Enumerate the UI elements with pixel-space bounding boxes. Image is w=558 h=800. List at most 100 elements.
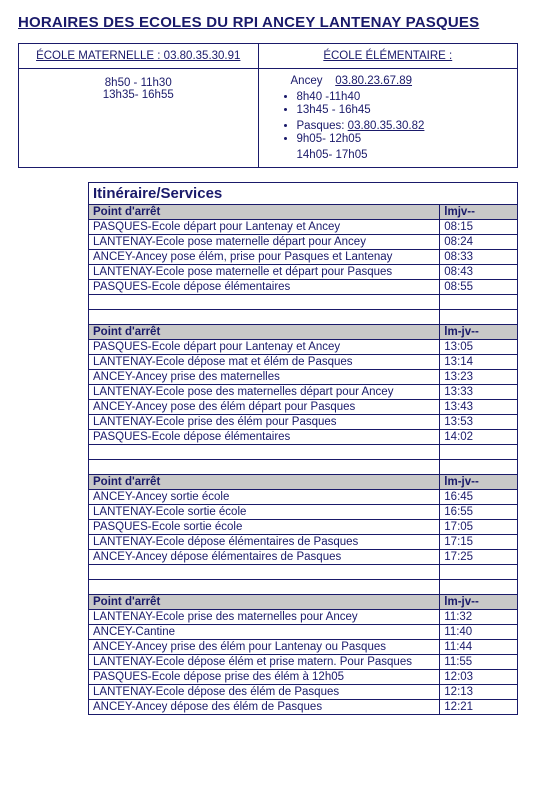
stop-cell: PASQUES-Ecole départ pour Lantenay et An… [89,340,440,355]
page-title: HORAIRES DES ECOLES DU RPI ANCEY LANTENA… [18,14,540,31]
ancey-label: Ancey [291,75,323,87]
table-row: PASQUES-Ecole départ pour Lantenay et An… [89,220,518,235]
time-cell: 12:21 [440,700,518,715]
days-header: lmjv-- [440,205,518,220]
table-row: ANCEY-Ancey pose des élém départ pour Pa… [89,400,518,415]
time-cell: 08:55 [440,280,518,295]
maternelle-header: ÉCOLE MATERNELLE : 03.80.35.30.91 [36,50,240,62]
table-row: PASQUES-Ecole sortie école17:05 [89,520,518,535]
time-cell: 08:24 [440,235,518,250]
time-cell: 11:40 [440,625,518,640]
stop-header: Point d'arrêt [89,325,440,340]
itinerary-section-header: Point d'arrêtlm-jv-- [89,325,518,340]
time-cell: 08:15 [440,220,518,235]
days-header: lm-jv-- [440,475,518,490]
time-cell: 14:02 [440,430,518,445]
stop-cell: LANTENAY-Ecole pose maternelle et départ… [89,265,440,280]
days-header: lm-jv-- [440,325,518,340]
time-cell: 16:55 [440,505,518,520]
table-row: ANCEY-Ancey pose élém, prise pour Pasque… [89,250,518,265]
stop-cell: PASQUES-Ecole dépose élémentaires [89,430,440,445]
table-row: LANTENAY-Ecole dépose élémentaires de Pa… [89,535,518,550]
ancey-time-1: 8h40 -11h40 [297,91,507,103]
itinerary-title: Itinéraire/Services [88,182,518,204]
ancey-phone: 03.80.23.67.89 [335,75,412,87]
stop-cell: LANTENAY-Ecole sortie école [89,505,440,520]
table-row: LANTENAY-Ecole pose des maternelles dépa… [89,385,518,400]
time-cell: 11:55 [440,655,518,670]
days-header: lm-jv-- [440,595,518,610]
table-row: LANTENAY-Ecole sortie école16:55 [89,505,518,520]
time-cell: 12:13 [440,685,518,700]
time-cell: 12:03 [440,670,518,685]
table-row: LANTENAY-Ecole dépose élém et prise mate… [89,655,518,670]
pasques-phone: 03.80.35.30.82 [348,120,425,132]
table-row: LANTENAY-Ecole dépose mat et élém de Pas… [89,355,518,370]
spacer-row [89,445,518,460]
maternelle-time-1: 8h50 - 11h30 [29,77,248,89]
time-cell: 11:44 [440,640,518,655]
pasques-label-line: Pasques: 03.80.35.30.82 [297,120,507,132]
stop-header: Point d'arrêt [89,205,440,220]
time-cell: 08:43 [440,265,518,280]
table-row: PASQUES-Ecole dépose prise des élém à 12… [89,670,518,685]
time-cell: 13:23 [440,370,518,385]
table-row: ANCEY-Cantine11:40 [89,625,518,640]
maternelle-time-2: 13h35- 16h55 [29,89,248,101]
time-cell: 13:43 [440,400,518,415]
stop-cell: PASQUES-Ecole départ pour Lantenay et An… [89,220,440,235]
table-row: ANCEY-Ancey dépose élémentaires de Pasqu… [89,550,518,565]
stop-cell: PASQUES-Ecole dépose élémentaires [89,280,440,295]
itinerary-table: Point d'arrêtlmjv--PASQUES-Ecole départ … [88,204,518,715]
itinerary-section: Itinéraire/Services Point d'arrêtlmjv--P… [88,182,518,715]
itinerary-section-header: Point d'arrêtlmjv-- [89,205,518,220]
itinerary-section-header: Point d'arrêtlm-jv-- [89,595,518,610]
time-cell: 11:32 [440,610,518,625]
table-row: PASQUES-Ecole dépose élémentaires14:02 [89,430,518,445]
stop-cell: LANTENAY-Ecole prise des maternelles pou… [89,610,440,625]
spacer-row [89,460,518,475]
itinerary-section-header: Point d'arrêtlm-jv-- [89,475,518,490]
spacer-row [89,295,518,310]
table-row: ANCEY-Ancey prise des élém pour Lantenay… [89,640,518,655]
table-row: LANTENAY-Ecole pose maternelle départ po… [89,235,518,250]
stop-cell: LANTENAY-Ecole dépose élémentaires de Pa… [89,535,440,550]
time-cell: 16:45 [440,490,518,505]
time-cell: 13:14 [440,355,518,370]
ancey-time-2: 13h45 - 16h45 [297,104,507,116]
table-row: LANTENAY-Ecole dépose des élém de Pasque… [89,685,518,700]
stop-cell: ANCEY-Ancey dépose élémentaires de Pasqu… [89,550,440,565]
table-row: ANCEY-Ancey prise des maternelles13:23 [89,370,518,385]
time-cell: 17:05 [440,520,518,535]
time-cell: 08:33 [440,250,518,265]
stop-cell: ANCEY-Ancey pose élém, prise pour Pasque… [89,250,440,265]
time-cell: 13:05 [440,340,518,355]
stop-cell: PASQUES-Ecole sortie école [89,520,440,535]
time-cell: 17:25 [440,550,518,565]
stop-cell: ANCEY-Cantine [89,625,440,640]
table-row: PASQUES-Ecole départ pour Lantenay et An… [89,340,518,355]
stop-header: Point d'arrêt [89,475,440,490]
stop-header: Point d'arrêt [89,595,440,610]
table-row: ANCEY-Ancey dépose des élém de Pasques12… [89,700,518,715]
elementaire-header: ÉCOLE ÉLÉMENTAIRE : [323,50,452,62]
stop-cell: ANCEY-Ancey prise des élém pour Lantenay… [89,640,440,655]
stop-cell: LANTENAY-Ecole dépose des élém de Pasque… [89,685,440,700]
stop-cell: LANTENAY-Ecole dépose mat et élém de Pas… [89,355,440,370]
time-cell: 13:53 [440,415,518,430]
spacer-row [89,310,518,325]
stop-cell: ANCEY-Ancey pose des élém départ pour Pa… [89,400,440,415]
schools-table: ÉCOLE MATERNELLE : 03.80.35.30.91 ÉCOLE … [18,43,518,168]
time-cell: 17:15 [440,535,518,550]
stop-cell: PASQUES-Ecole dépose prise des élém à 12… [89,670,440,685]
table-row: LANTENAY-Ecole prise des élém pour Pasqu… [89,415,518,430]
table-row: LANTENAY-Ecole pose maternelle et départ… [89,265,518,280]
time-cell: 13:33 [440,385,518,400]
pasques-time-1: 9h05- 12h05 [297,133,507,145]
stop-cell: LANTENAY-Ecole prise des élém pour Pasqu… [89,415,440,430]
stop-cell: ANCEY-Ancey sortie école [89,490,440,505]
table-row: LANTENAY-Ecole prise des maternelles pou… [89,610,518,625]
stop-cell: LANTENAY-Ecole dépose élém et prise mate… [89,655,440,670]
pasques-time-2: 14h05- 17h05 [269,149,507,161]
stop-cell: LANTENAY-Ecole pose des maternelles dépa… [89,385,440,400]
